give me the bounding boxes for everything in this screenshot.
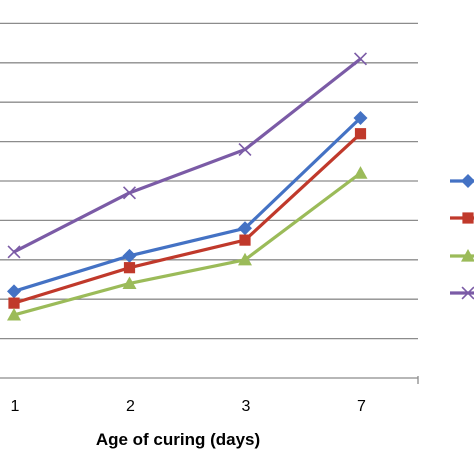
series-line [13,171,362,317]
series-line [13,57,362,254]
x-tick-labels: 1 2 3 7 [11,398,367,415]
series-markers [7,52,368,321]
data-point-square [8,297,20,309]
data-point-triangle [122,276,137,290]
series-line [13,132,362,305]
series-lines [13,57,362,317]
data-point-triangle [353,166,368,179]
data-point-diamond [461,174,474,188]
x-tick-label: 1 [11,398,20,415]
data-point-x-stroke [122,186,137,200]
data-point-square [239,234,251,246]
data-point-triangle [461,249,474,262]
gridlines [0,22,418,340]
series-line [13,116,362,293]
x-tick-label: 7 [357,398,366,415]
data-point-x [353,52,368,66]
data-point-x [238,142,252,156]
axes [0,376,419,384]
data-point-diamond [7,284,21,299]
data-point-x [461,286,474,300]
legend [450,174,474,300]
data-point-x [7,245,21,259]
data-point-x-stroke [461,286,474,300]
data-point-square [462,212,474,224]
x-tick-label: 3 [242,398,251,415]
data-point-square [354,128,367,140]
x-axis-title: Age of curing (days) [96,430,260,449]
data-point-x-stroke [238,142,252,156]
data-point-x [122,186,137,200]
x-tick-label: 2 [126,398,135,415]
data-point-triangle [238,252,252,266]
data-point-diamond [353,110,368,125]
data-point-square [123,262,136,274]
data-point-diamond [122,248,137,263]
data-point-triangle [7,307,21,321]
data-point-x-stroke [353,52,368,66]
data-point-x-stroke [7,245,21,259]
data-point-diamond [238,221,252,236]
